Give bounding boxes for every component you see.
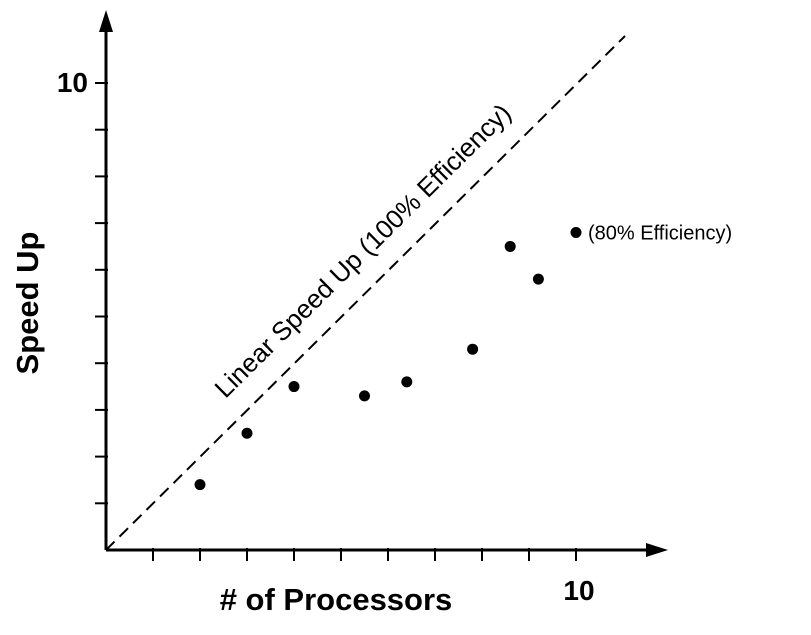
data-point-8 xyxy=(532,273,544,285)
axes xyxy=(95,10,668,561)
reference-line-label: Linear Speed Up (100% Efficiency) xyxy=(209,98,517,404)
data-point-4 xyxy=(359,390,370,402)
data-point-6 xyxy=(467,343,479,355)
data-point-7 xyxy=(504,240,516,252)
data-point-9 xyxy=(570,226,582,238)
data-points xyxy=(194,226,582,491)
efficiency-annotation: (80% Efficiency) xyxy=(588,222,732,244)
data-point-1 xyxy=(194,479,206,491)
chart-labels: Speed Up # of Processors 10 10 Linear Sp… xyxy=(10,67,732,617)
x-tick-label-10: 10 xyxy=(563,575,594,606)
y-axis-arrow xyxy=(99,10,113,32)
x-axis-arrow xyxy=(646,543,668,557)
y-tick-label-10: 10 xyxy=(57,67,88,98)
data-point-5 xyxy=(401,376,413,388)
y-axis-label: Speed Up xyxy=(10,232,45,375)
reference-line-group xyxy=(105,35,626,551)
x-axis-label: # of Processors xyxy=(220,582,453,617)
linear-speedup-line xyxy=(105,35,626,551)
data-point-3 xyxy=(288,381,300,393)
data-point-2 xyxy=(241,427,253,439)
